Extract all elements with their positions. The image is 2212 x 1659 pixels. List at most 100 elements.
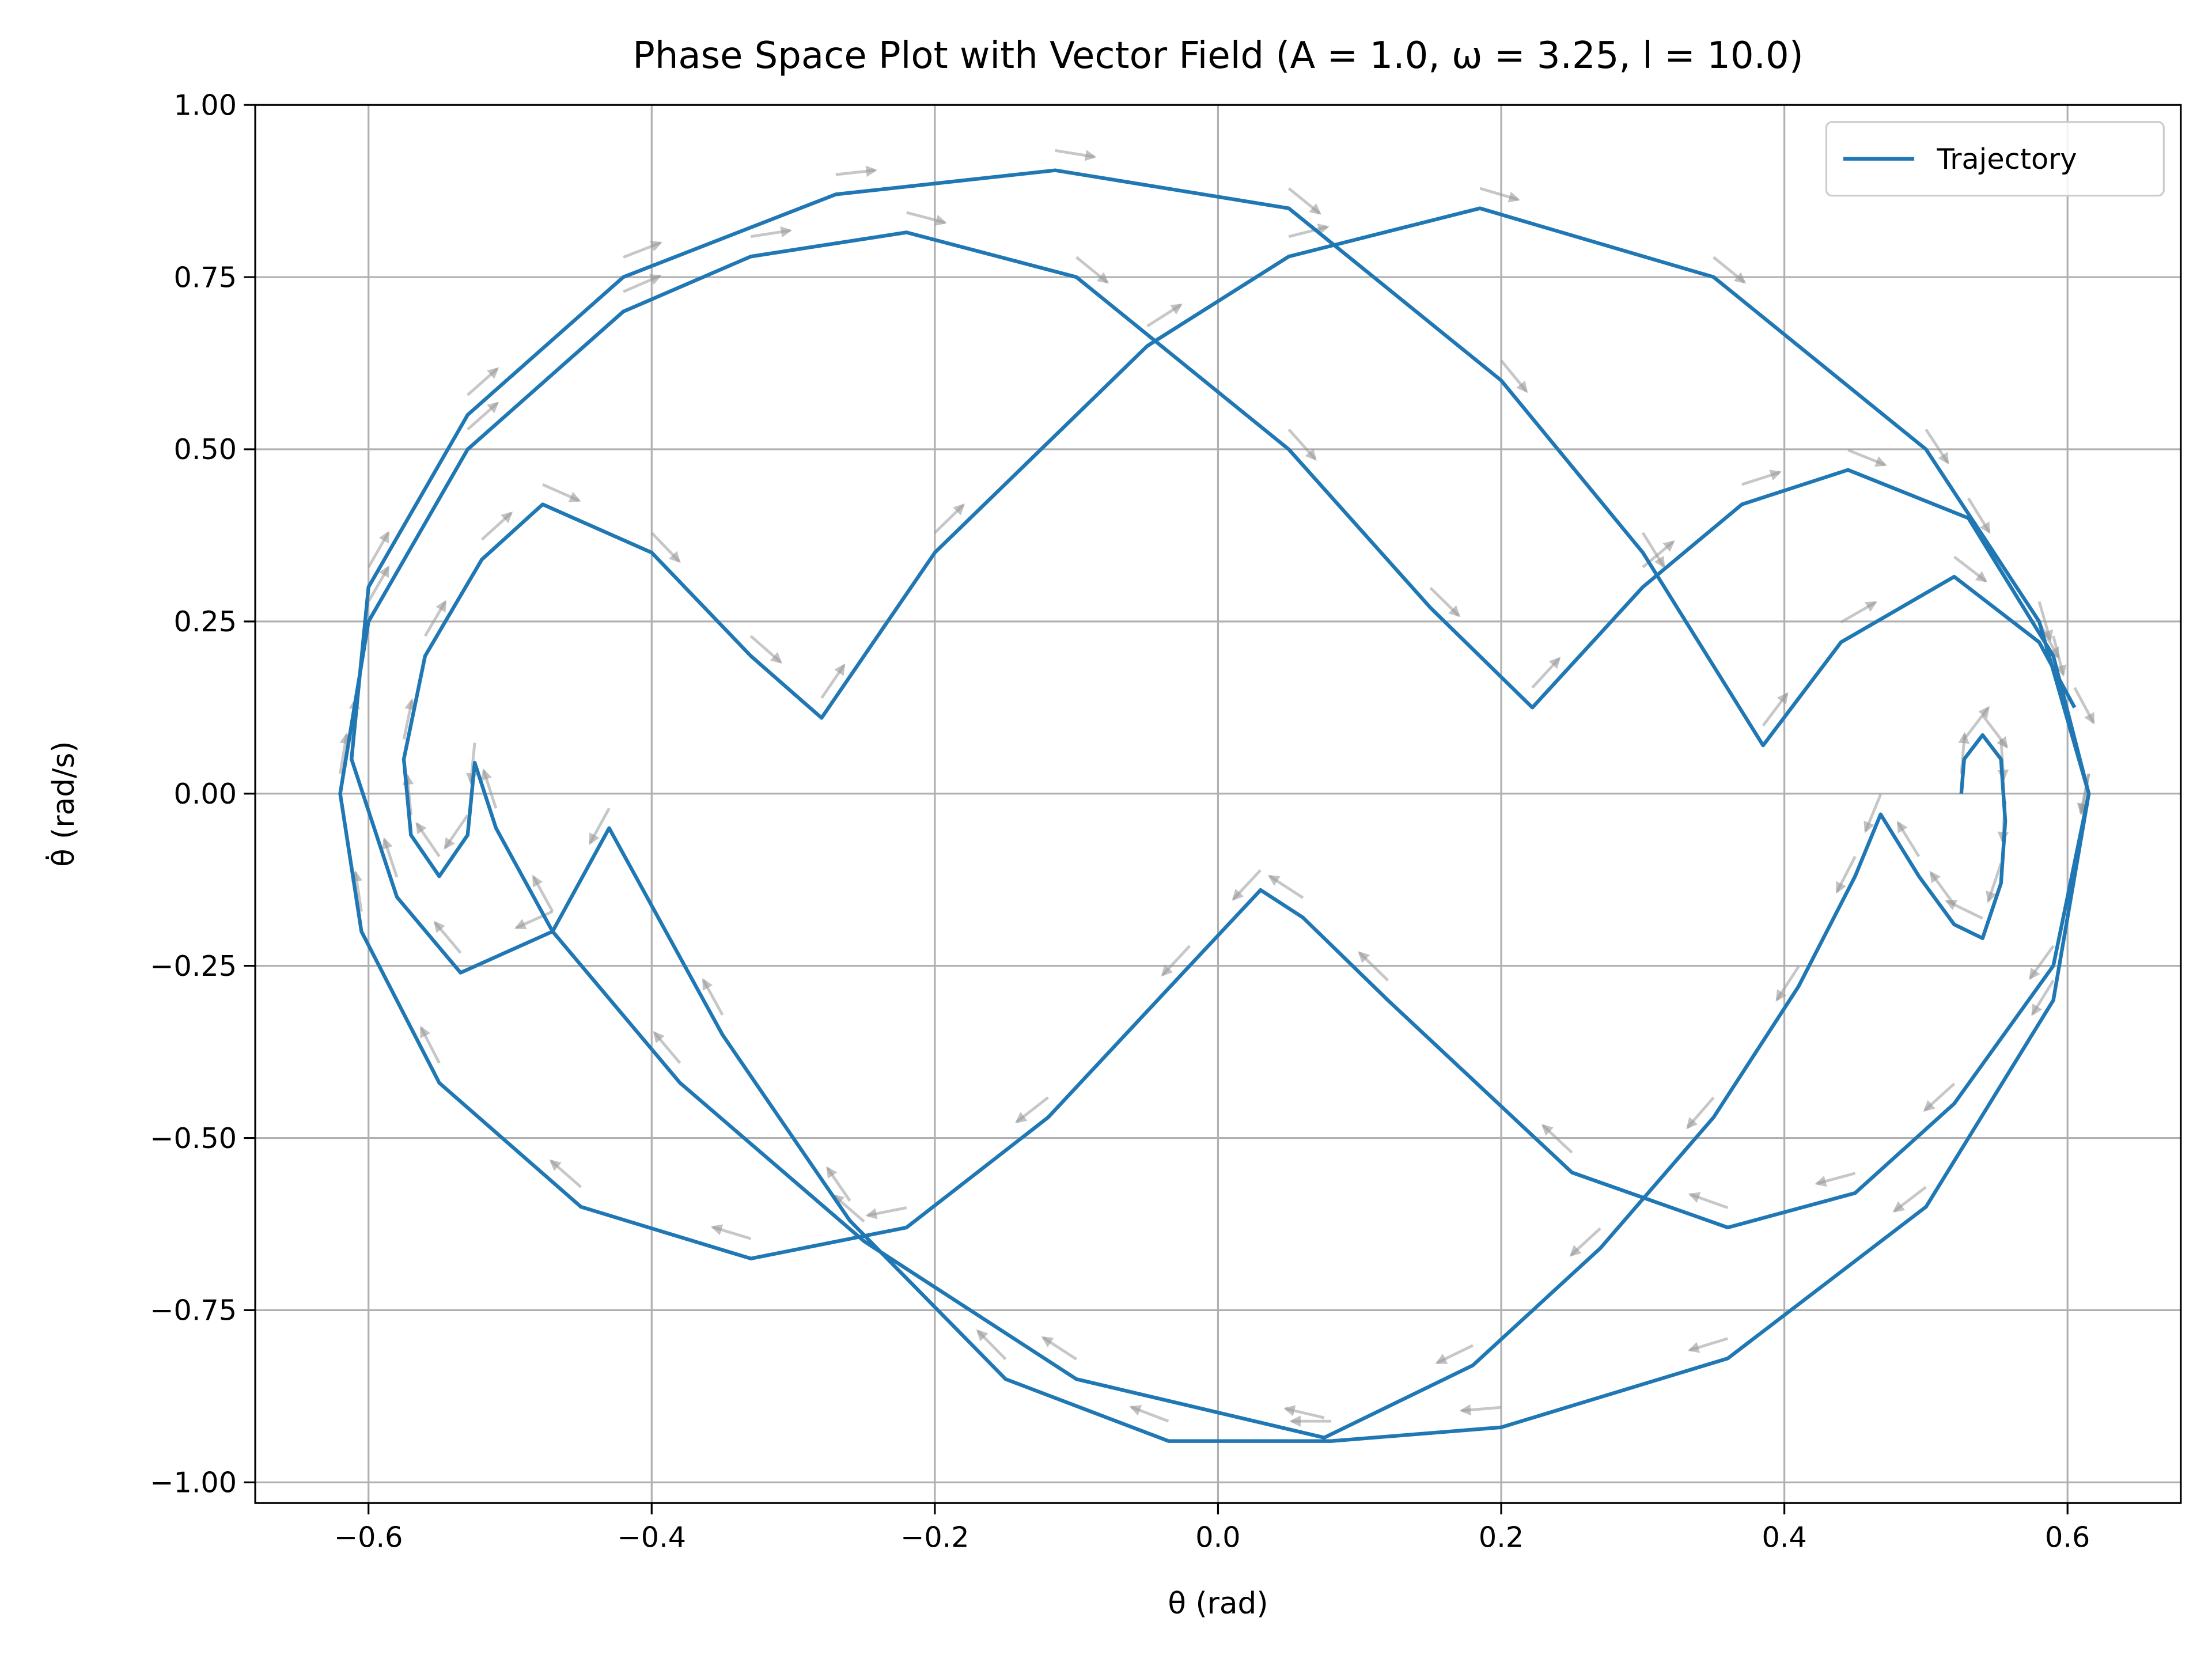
vector-arrow: [906, 211, 948, 226]
vector-arrow: [623, 241, 663, 259]
vector-arrow: [1688, 1192, 1729, 1209]
x-tick-label: −0.6: [334, 1521, 403, 1554]
vector-arrow: [1531, 657, 1561, 689]
vector-arrow: [1762, 692, 1789, 727]
vector-arrow: [976, 1329, 1007, 1361]
vector-arrow: [1232, 869, 1262, 901]
vector-arrow: [1459, 1404, 1502, 1416]
x-tick-label: 0.6: [2045, 1521, 2090, 1554]
y-axis-label: θ̇ (rad/s): [46, 741, 81, 866]
vector-arrow: [1283, 1405, 1325, 1419]
legend-label: Trajectory: [1936, 142, 2077, 176]
x-tick-label: −0.2: [900, 1521, 969, 1554]
vector-arrow: [2078, 773, 2090, 816]
vector-arrow: [1840, 601, 1878, 624]
vector-arrow: [1161, 945, 1191, 977]
vector-arrow: [1986, 862, 2003, 903]
vector-arrow: [1287, 187, 1321, 215]
vector-arrow: [1925, 429, 1949, 465]
vector-arrow: [467, 402, 499, 431]
x-tick-label: −0.4: [618, 1521, 687, 1554]
vector-arrow: [1041, 1336, 1078, 1361]
vector-arrow: [702, 978, 724, 1016]
vector-arrow: [650, 532, 681, 563]
vector-arrow: [1775, 965, 1800, 1002]
y-tick-label: 1.00: [173, 88, 237, 122]
y-tick-label: 0.25: [173, 605, 237, 638]
vector-arrow: [1686, 1096, 1715, 1130]
chart-title: Phase Space Plot with Vector Field (A = …: [632, 35, 1803, 77]
x-tick-label: 0.4: [1762, 1521, 1806, 1554]
vector-arrow: [1146, 304, 1183, 328]
y-tick-label: −0.75: [150, 1294, 237, 1327]
vector-arrow: [1267, 874, 1304, 899]
vector-arrow: [749, 635, 783, 664]
vector-arrow: [623, 274, 662, 293]
vector-arrow: [1129, 1405, 1169, 1423]
vector-arrow: [1479, 187, 1521, 203]
vector-arrow: [339, 732, 351, 774]
vector-arrow: [1541, 1124, 1573, 1154]
vector-arrow: [467, 367, 499, 396]
vector-arrow: [1896, 820, 1921, 858]
vector-arrow: [1358, 951, 1389, 982]
vector-arrow: [1075, 256, 1109, 284]
vector-arrow: [1892, 1185, 1927, 1213]
vector-arrow: [1929, 870, 1956, 906]
vector-arrow: [419, 1025, 441, 1064]
trajectory-line: [338, 168, 2091, 1443]
vector-arrow: [351, 870, 363, 912]
vector-arrow: [653, 1031, 681, 1065]
vector-arrow: [433, 921, 462, 954]
vector-arrow: [1713, 256, 1747, 284]
vector-arrow: [1847, 449, 1887, 467]
vector-arrow: [402, 698, 416, 740]
y-tick-label: −0.25: [150, 949, 237, 983]
vector-arrow: [1967, 497, 1991, 535]
vector-arrow: [1953, 555, 1988, 583]
vector-arrow: [1687, 1337, 1729, 1353]
vector-arrow: [1981, 714, 2008, 749]
vector-arrow: [381, 837, 399, 878]
vector-arrow: [1641, 532, 1665, 569]
vector-arrow: [865, 1206, 907, 1219]
x-tick-label: 0.2: [1479, 1521, 1524, 1554]
y-tick-label: −0.50: [150, 1122, 237, 1155]
vector-arrow: [542, 483, 581, 502]
vector-arrow: [1923, 1082, 1956, 1112]
vector-arrow: [423, 600, 447, 637]
vector-arrow: [514, 910, 554, 930]
vector-arrow: [402, 773, 414, 816]
y-tick-label: −1.00: [150, 1466, 237, 1499]
vector-arrow: [1963, 706, 1990, 741]
x-axis-label: θ (rad): [1168, 1586, 1268, 1621]
vector-arrow: [826, 1166, 851, 1202]
vector-arrow: [532, 874, 554, 912]
vector-arrow: [466, 743, 478, 785]
y-tick-label: 0.50: [173, 433, 237, 466]
vector-arrow: [1815, 1172, 1856, 1187]
vector-arrow: [549, 1159, 582, 1188]
vector-arrow: [750, 226, 793, 238]
vector-arrow: [1863, 794, 1883, 834]
vector-arrow: [820, 663, 846, 699]
vector-arrow: [415, 821, 441, 858]
vector-arrow: [1055, 149, 1097, 161]
vector-arrow: [1569, 1227, 1601, 1257]
vector-arrow: [1287, 428, 1317, 461]
vector-arrow: [480, 511, 513, 541]
vector-arrow: [835, 165, 878, 177]
vector-arrow: [1015, 1096, 1050, 1123]
vector-arrow: [444, 814, 469, 850]
vector-arrow: [934, 503, 965, 534]
legend-box: [1825, 121, 2165, 197]
vector-arrow: [2037, 601, 2054, 642]
vector-arrow: [589, 807, 611, 845]
vector-arrow: [1288, 224, 1330, 238]
vector-arrow: [1835, 855, 1857, 894]
vector-arrow: [1435, 1344, 1474, 1365]
y-tick-label: 0.00: [173, 777, 237, 810]
vector-arrow: [2073, 687, 2095, 725]
